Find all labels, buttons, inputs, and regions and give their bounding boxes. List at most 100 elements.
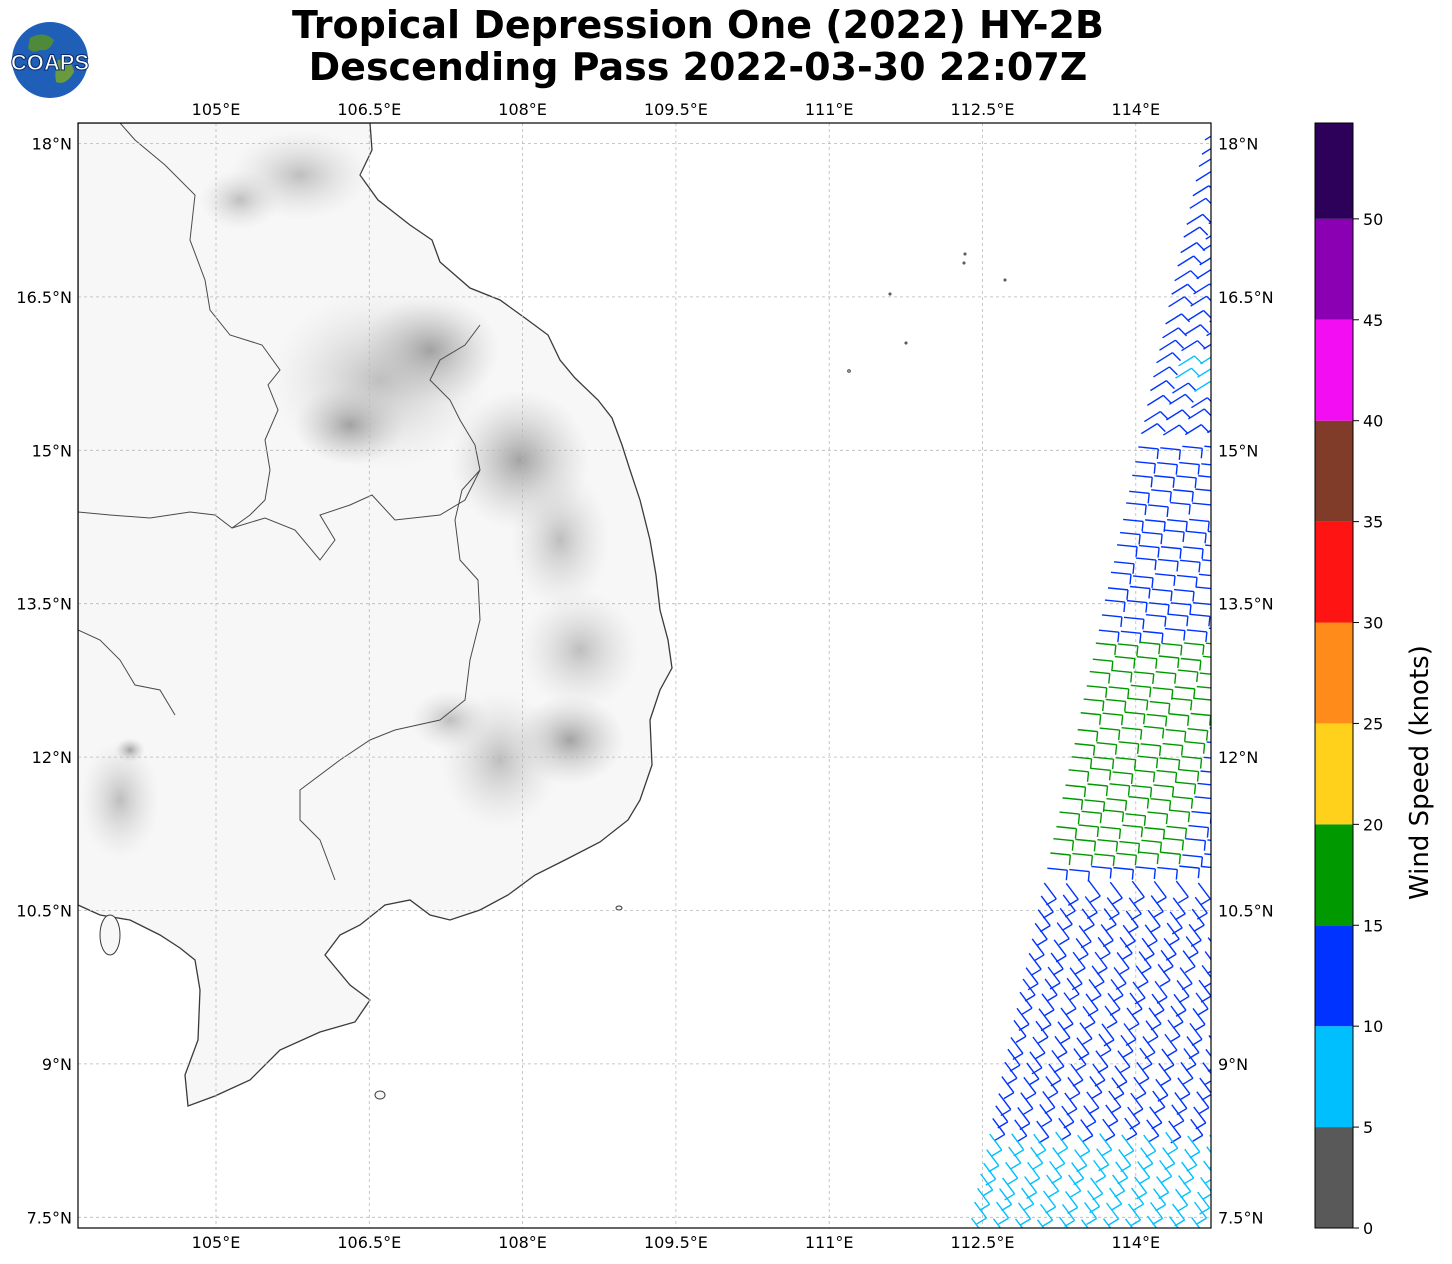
- lat-tick-label: 16.5°N: [1218, 288, 1274, 307]
- wind-barb: [1159, 1159, 1173, 1183]
- wind-barb: [1184, 740, 1206, 754]
- wind-barb: [1215, 186, 1239, 196]
- wind-barb: [1174, 686, 1196, 699]
- wind-barb: [1145, 613, 1167, 627]
- lon-tick-label: 105°E: [192, 1233, 241, 1252]
- wind-barb: [1058, 1117, 1072, 1141]
- wind-barb: [1001, 1076, 1015, 1100]
- wind-barb: [1125, 813, 1147, 826]
- wind-barb: [989, 1133, 1003, 1157]
- wind-barb: [1195, 586, 1211, 590]
- wind-barb: [1188, 824, 1210, 838]
- wind-barb: [1108, 1090, 1122, 1114]
- wind-barb: [1075, 838, 1097, 852]
- wind-barb: [1122, 824, 1144, 838]
- wind-barb: [1053, 838, 1075, 851]
- wind-barb: [1081, 810, 1103, 824]
- wind-barb: [1044, 978, 1058, 1002]
- wind-barb: [1105, 1202, 1120, 1226]
- wind-barb: [1211, 519, 1231, 531]
- wind-barb: [1175, 367, 1200, 379]
- wind-barb: [1176, 574, 1198, 588]
- wind-barb: [1083, 1105, 1097, 1129]
- wind-barb: [1004, 1061, 1018, 1085]
- wind-barb: [1149, 700, 1171, 714]
- wind-barb: [1182, 445, 1203, 459]
- wind-barb: [1100, 826, 1122, 840]
- wind-barb: [1141, 839, 1163, 853]
- wind-barb: [1056, 922, 1070, 946]
- wind-barb: [1124, 1218, 1134, 1228]
- wind-barb: [1140, 743, 1162, 756]
- wind-barb: [1102, 1218, 1112, 1228]
- wind-barb: [1206, 332, 1211, 337]
- wind-barb: [1120, 531, 1141, 545]
- chart-title: Tropical Depression One (2022) HY-2B Des…: [78, 4, 1318, 88]
- wind-barb: [1068, 1174, 1082, 1198]
- wind-barb: [1195, 170, 1211, 182]
- wind-barb: [1196, 268, 1211, 280]
- wind-barb: [1026, 1062, 1040, 1086]
- wind-barb: [1114, 655, 1136, 669]
- wind-barb: [1192, 1008, 1206, 1032]
- wind-barb: [1215, 1006, 1227, 1028]
- wind-barb: [1072, 852, 1094, 866]
- wind-barb: [1039, 1104, 1053, 1128]
- wind-barb: [1005, 1161, 1019, 1185]
- wind-barb: [1032, 1036, 1046, 1060]
- wind-barb: [1135, 460, 1156, 474]
- wind-barb: [1079, 1022, 1093, 1046]
- wind-barb: [1170, 1005, 1184, 1029]
- wind-barb: [983, 1162, 997, 1186]
- wind-barb: [1099, 727, 1121, 741]
- wind-barb: [1052, 1147, 1066, 1171]
- wind-barb: [1109, 881, 1123, 905]
- wind-barb: [1130, 684, 1152, 698]
- wind-barb: [1059, 907, 1073, 931]
- wind-barb: [1205, 235, 1211, 240]
- wind-barb: [1177, 1077, 1191, 1101]
- wind-barb: [1190, 1216, 1201, 1228]
- wind-barb: [1021, 1187, 1035, 1211]
- wind-barb: [1130, 1092, 1144, 1116]
- wind-barb: [1144, 924, 1158, 948]
- wind-barb: [1069, 868, 1091, 882]
- wind-barb: [1191, 908, 1205, 932]
- wind-barb: [1189, 613, 1211, 627]
- wind-barb: [1116, 544, 1138, 557]
- lon-ticks-top: 105°E 106.5°E 108°E 109.5°E 111°E 112.5°E 114°…: [192, 100, 1160, 119]
- wind-barb: [1109, 783, 1131, 796]
- wind-barb: [1039, 1203, 1054, 1227]
- lat-tick-label: 10.5°N: [1218, 902, 1274, 921]
- wind-barb: [1198, 158, 1211, 168]
- wind-barb: [1136, 1061, 1150, 1085]
- wind-barb: [1088, 978, 1102, 1003]
- wind-barb: [1050, 952, 1064, 976]
- wind-barb: [1173, 489, 1194, 502]
- wind-barb: [1146, 713, 1168, 727]
- wind-barb: [1019, 991, 1033, 1015]
- wind-barb: [1205, 1048, 1211, 1072]
- wind-barb: [1186, 213, 1211, 225]
- wind-barb: [1201, 147, 1211, 155]
- wind-barb: [1207, 937, 1211, 961]
- colorbar-segment: [1315, 319, 1353, 421]
- wind-barb: [1081, 908, 1095, 932]
- wind-barb: [1104, 599, 1126, 613]
- wind-barb: [1167, 519, 1188, 532]
- wind-barb: [1077, 1134, 1091, 1158]
- wind-barb: [1204, 135, 1211, 141]
- wind-barb: [1111, 669, 1133, 683]
- wind-barb: [1023, 1076, 1037, 1100]
- colorbar-tick-label: 5: [1363, 1118, 1373, 1137]
- wind-barb: [1094, 853, 1116, 867]
- wind-barb: [1169, 809, 1191, 823]
- wind-barb: [1190, 1118, 1204, 1142]
- wind-barb: [1126, 502, 1147, 516]
- wind-barb: [1062, 894, 1076, 918]
- wind-barb: [1055, 1131, 1069, 1155]
- wind-barb: [1197, 882, 1211, 906]
- wind-barb: [1153, 366, 1178, 378]
- lat-tick-label: 7.5°N: [27, 1208, 72, 1227]
- wind-barb: [1166, 922, 1180, 946]
